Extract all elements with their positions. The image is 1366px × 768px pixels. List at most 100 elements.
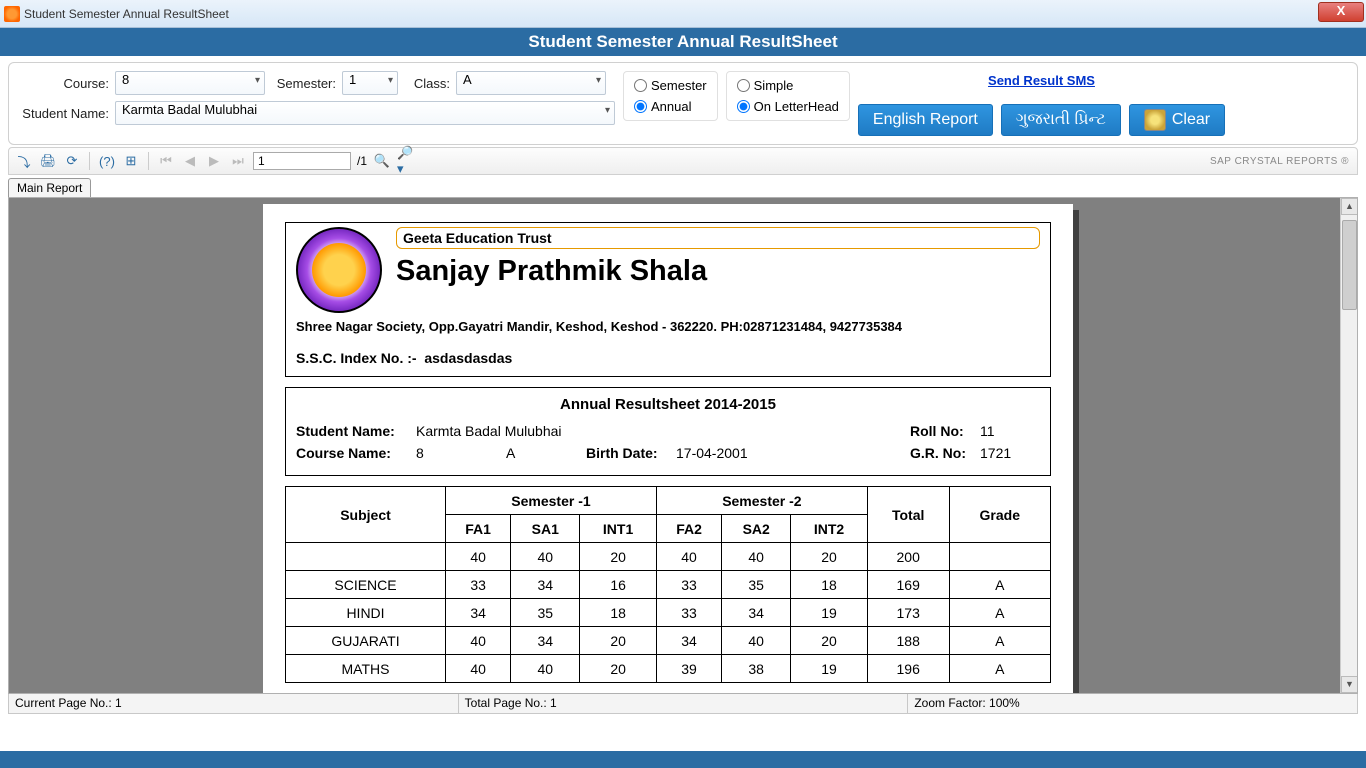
table-cell: 40 (446, 655, 511, 683)
school-address: Shree Nagar Society, Opp.Gayatri Mandir,… (296, 319, 1040, 334)
scroll-up-icon[interactable]: ▲ (1341, 198, 1358, 215)
student-label: Student Name: (19, 106, 109, 121)
statusbar: Current Page No.: 1 Total Page No.: 1 Zo… (8, 694, 1358, 714)
last-page-icon[interactable]: ⏭ (229, 152, 247, 170)
report-toolbar: ⤵ 🖨 ⟳ (?) ⊞ ⏮ ◀ ▶ ⏭ /1 🔍 🔎▾ SAP CRYSTAL … (8, 147, 1358, 175)
th-sa1: SA1 (511, 515, 580, 543)
birth-label: Birth Date: (586, 445, 676, 461)
window-title: Student Semester Annual ResultSheet (24, 7, 229, 21)
course-select[interactable]: 8 (115, 71, 265, 95)
refresh-icon[interactable]: ⟳ (63, 152, 81, 170)
sap-label: SAP CRYSTAL REPORTS ® (1210, 156, 1349, 167)
table-cell: 20 (791, 627, 868, 655)
school-name: Sanjay Prathmik Shala (396, 255, 1040, 288)
next-page-icon[interactable]: ▶ (205, 152, 223, 170)
table-cell: 33 (446, 571, 511, 599)
table-cell: 16 (580, 571, 657, 599)
table-cell: 40 (511, 543, 580, 571)
table-cell: 18 (791, 571, 868, 599)
table-cell: 40 (656, 543, 721, 571)
table-cell: 34 (511, 627, 580, 655)
table-cell: 33 (656, 599, 721, 627)
table-cell: 173 (867, 599, 949, 627)
app-icon (4, 6, 20, 22)
student-name-label: Student Name: (296, 423, 416, 439)
scroll-down-icon[interactable]: ▼ (1341, 676, 1358, 693)
table-cell: MATHS (286, 655, 446, 683)
table-cell: A (949, 599, 1050, 627)
table-cell: 33 (656, 571, 721, 599)
course-name-label: Course Name: (296, 445, 416, 461)
vertical-scrollbar[interactable]: ▲ ▼ (1340, 198, 1357, 693)
export-icon[interactable]: ⤵ (15, 152, 33, 170)
group-tree-icon[interactable]: ⊞ (122, 152, 140, 170)
prev-page-icon[interactable]: ◀ (181, 152, 199, 170)
table-cell (286, 543, 446, 571)
table-cell: 35 (722, 571, 791, 599)
course-value: 8 (416, 445, 506, 461)
semester-select[interactable]: 1 (342, 71, 398, 95)
bottom-band (0, 751, 1366, 768)
page-number-input[interactable] (253, 152, 351, 170)
print-icon[interactable]: 🖨 (39, 152, 57, 170)
gujarati-print-button[interactable]: ગુજરાતી પ્રિન્ટ (1001, 104, 1121, 136)
roll-value: 11 (980, 423, 1040, 439)
tab-strip: Main Report (8, 175, 1358, 197)
radio-simple[interactable]: Simple (737, 78, 839, 93)
table-cell: 20 (791, 543, 868, 571)
class-label: Class: (404, 76, 450, 91)
semester-label: Semester: (271, 76, 336, 91)
english-report-button[interactable]: English Report (858, 104, 993, 136)
first-page-icon[interactable]: ⏮ (157, 152, 175, 170)
school-logo (296, 227, 382, 313)
trust-name: Geeta Education Trust (396, 227, 1040, 249)
period-group: Semester Annual (623, 71, 718, 121)
clear-icon (1144, 109, 1166, 131)
close-button[interactable]: X (1318, 2, 1364, 22)
status-total-page: Total Page No.: 1 (459, 694, 909, 713)
radio-semester[interactable]: Semester (634, 78, 707, 93)
find-icon[interactable]: 🔍 (373, 152, 391, 170)
th-int2: INT2 (791, 515, 868, 543)
table-cell: 39 (656, 655, 721, 683)
page-title: Student Semester Annual ResultSheet (528, 32, 837, 52)
table-cell: 40 (446, 543, 511, 571)
zoom-icon[interactable]: 🔎▾ (397, 152, 415, 170)
report-viewer: Geeta Education Trust Sanjay Prathmik Sh… (8, 197, 1358, 694)
tab-main-report[interactable]: Main Report (8, 178, 91, 197)
table-cell: 20 (580, 543, 657, 571)
send-sms-link[interactable]: Send Result SMS (988, 73, 1095, 88)
table-cell: 200 (867, 543, 949, 571)
titlebar: Student Semester Annual ResultSheet X (0, 0, 1366, 28)
student-select[interactable]: Karmta Badal Mulubhai (115, 101, 615, 125)
table-cell (949, 543, 1050, 571)
table-cell: 196 (867, 655, 949, 683)
clear-button[interactable]: Clear (1129, 104, 1225, 136)
table-cell: A (949, 655, 1050, 683)
ssc-label: S.S.C. Index No. :- (296, 350, 417, 366)
scroll-thumb[interactable] (1342, 220, 1357, 310)
th-fa1: FA1 (446, 515, 511, 543)
ssc-value: asdasdasdas (424, 350, 512, 366)
table-cell: 35 (511, 599, 580, 627)
table-cell: SCIENCE (286, 571, 446, 599)
table-cell: GUJARATI (286, 627, 446, 655)
toggle-params-icon[interactable]: (?) (98, 152, 116, 170)
status-current-page: Current Page No.: 1 (9, 694, 459, 713)
class-select[interactable]: A (456, 71, 606, 95)
radio-annual[interactable]: Annual (634, 99, 707, 114)
birth-value: 17-04-2001 (676, 445, 910, 461)
marks-table: Subject Semester -1 Semester -2 Total Gr… (285, 486, 1051, 683)
format-group: Simple On LetterHead (726, 71, 850, 121)
table-cell: 40 (446, 627, 511, 655)
table-cell: 188 (867, 627, 949, 655)
table-cell: A (949, 571, 1050, 599)
radio-letterhead[interactable]: On LetterHead (737, 99, 839, 114)
th-sem1: Semester -1 (446, 487, 657, 515)
student-info-box: Annual Resultsheet 2014-2015 Student Nam… (285, 387, 1051, 476)
table-cell: 34 (656, 627, 721, 655)
th-total: Total (867, 487, 949, 543)
status-zoom: Zoom Factor: 100% (908, 694, 1357, 713)
th-sem2: Semester -2 (656, 487, 867, 515)
page-total: /1 (357, 154, 367, 168)
